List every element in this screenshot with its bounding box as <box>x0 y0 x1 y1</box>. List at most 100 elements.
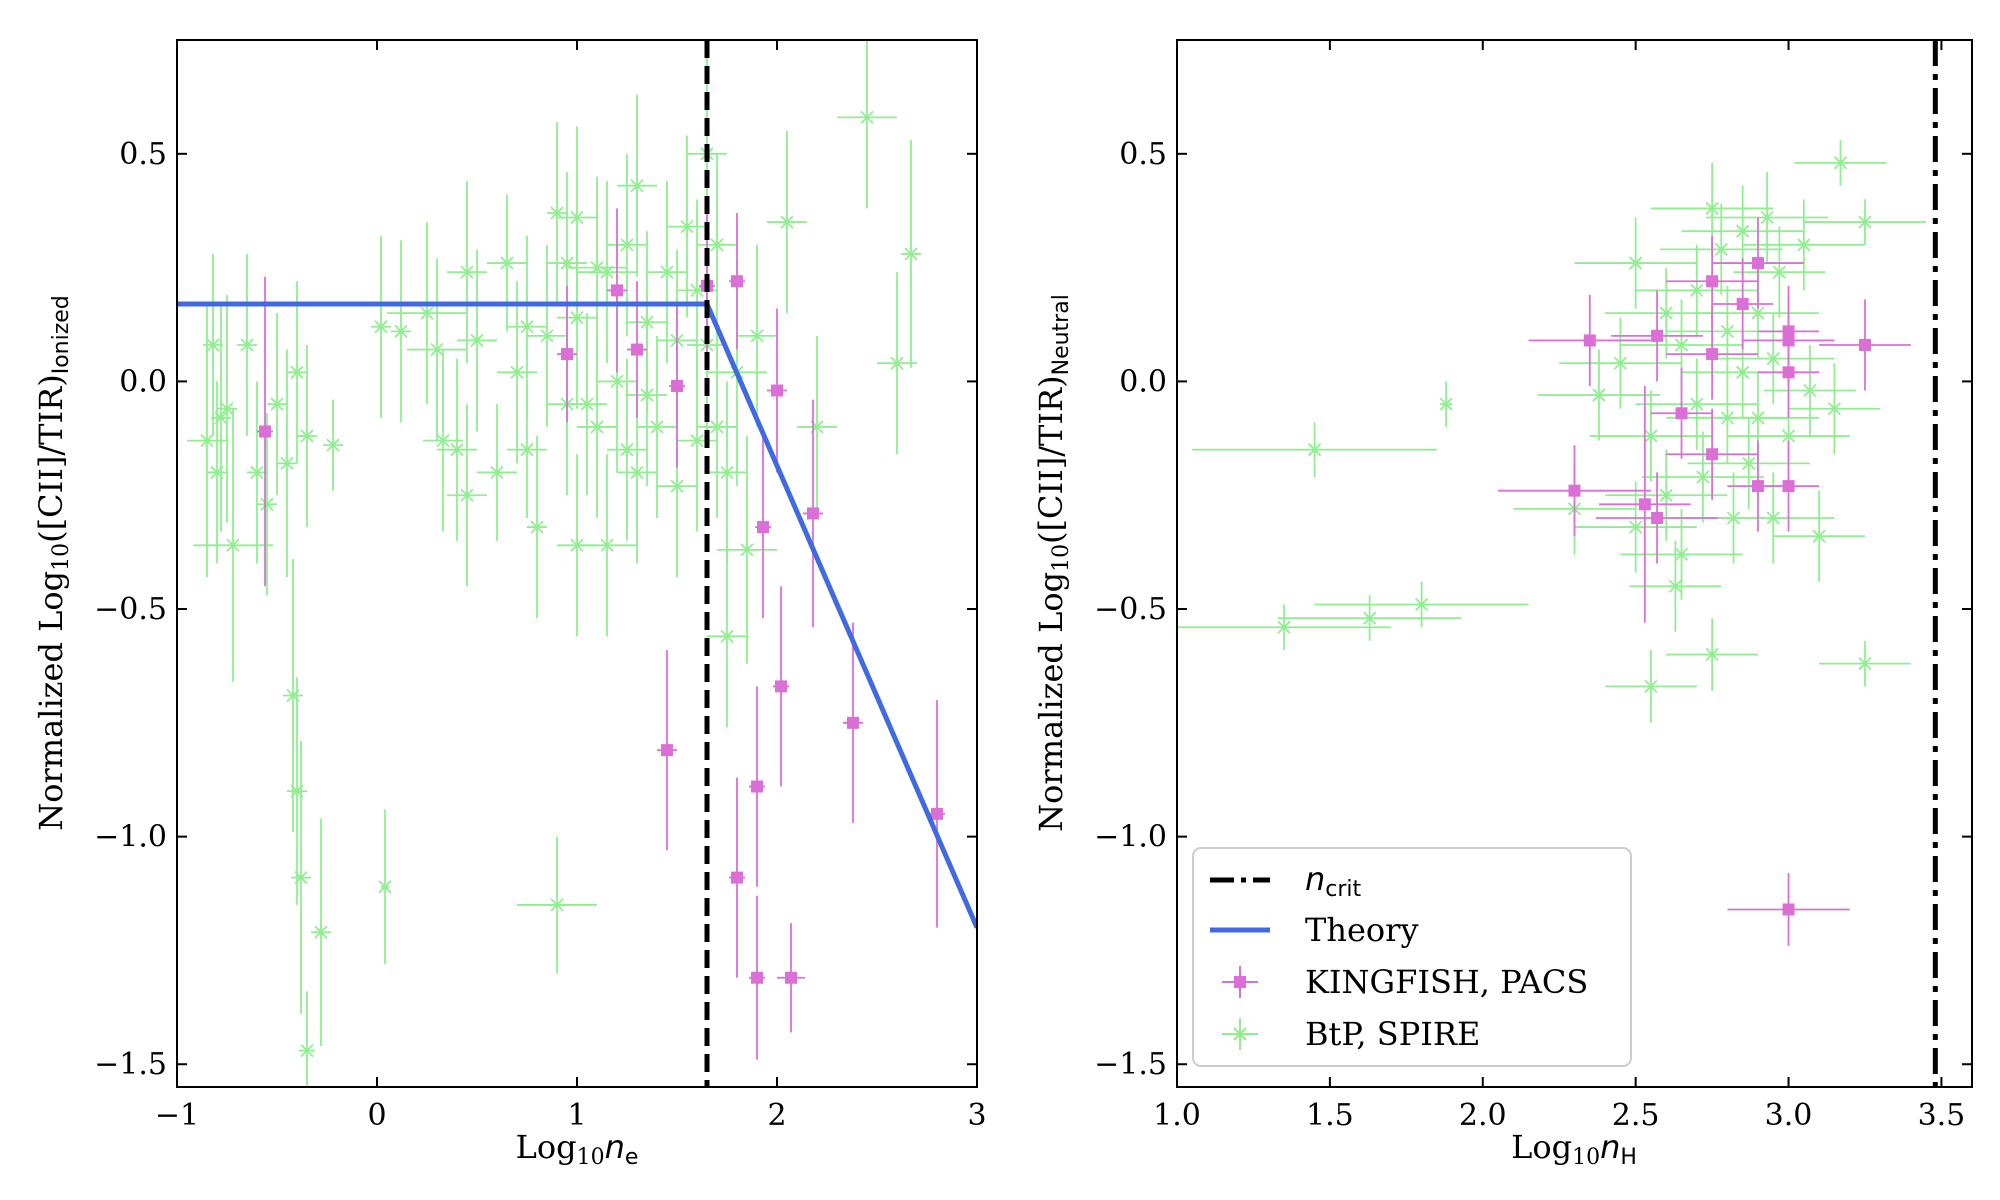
btp-point-44 <box>567 176 627 359</box>
btp-point-71 <box>767 131 807 314</box>
btp-point-16 <box>297 344 317 528</box>
xtick-label-0: 1.0 <box>1153 1098 1201 1133</box>
xtick-label-5: 3.5 <box>1918 1098 1966 1133</box>
btp-point-37 <box>1764 344 1856 437</box>
ytick-label-4: −1.5 <box>1094 1047 1167 1082</box>
btp-point-17 <box>1635 244 1758 336</box>
kingfish-point-11 <box>755 436 771 619</box>
kingfish-point-13 <box>773 586 789 787</box>
btp-point-70 <box>737 244 777 427</box>
kingfish-point-14 <box>1757 326 1820 418</box>
btp-point-17 <box>311 818 331 1047</box>
btp-point-69 <box>717 436 777 664</box>
legend-box <box>1192 847 1632 1067</box>
xtick-label-2: 1 <box>567 1098 586 1133</box>
btp-point-37 <box>517 836 597 974</box>
xtick-label-3: 2 <box>767 1098 786 1133</box>
btp-point-16 <box>1620 508 1743 600</box>
btp-point-47 <box>577 454 637 637</box>
kingfish-point-15 <box>1757 440 1820 532</box>
ytick-label-1: 0.0 <box>1119 364 1167 399</box>
btp-point-43 <box>567 313 607 496</box>
btp-point-20 <box>378 809 392 965</box>
btp-point-18 <box>323 399 343 491</box>
btp-point-33 <box>507 381 547 518</box>
kingfish-point-16 <box>1727 873 1850 946</box>
ytick-label-0: 0.5 <box>1119 137 1167 172</box>
btp-point-18 <box>1635 358 1758 450</box>
btp-point-28 <box>1687 417 1810 509</box>
kingfish-point-4 <box>1595 472 1719 564</box>
btp-point-4 <box>217 294 237 523</box>
kingfish-point-2 <box>1598 385 1691 623</box>
kingfish-point-7 <box>729 212 745 350</box>
btp-point-29 <box>477 404 517 541</box>
ytick-label-4: −1.5 <box>94 1047 167 1082</box>
btp-point-21 <box>1666 618 1758 691</box>
right-ticks: 1.0 1.5 2.0 2.5 3.0 3.5 0.5 0.0 −0.5 −1.0 −1.5 <box>1094 40 1972 1133</box>
btp-point-49 <box>607 358 647 541</box>
btp-point-1 <box>203 253 223 437</box>
kingfish-point-14 <box>777 923 805 1033</box>
legend-theory-label: Theory <box>1305 911 1419 949</box>
xtick-label-1: 0 <box>367 1098 386 1133</box>
btp-point-45 <box>577 335 617 518</box>
xtick-label-4: 3 <box>967 1098 986 1133</box>
btp-point-55 <box>637 335 677 518</box>
btp-point-6 <box>237 253 257 437</box>
legend-btp-swatch <box>1222 1018 1258 1050</box>
btp-point-13 <box>1605 449 1728 541</box>
xtick-label-4: 3.0 <box>1765 1098 1813 1133</box>
btp-point-34 <box>527 436 547 619</box>
right-plot-area <box>1177 40 1938 1087</box>
legend-kingfish-swatch <box>1222 966 1258 998</box>
kingfish-point-0 <box>1498 445 1651 537</box>
btp-point-31 <box>1705 172 1829 264</box>
left-plot-area <box>177 40 977 1087</box>
btp-point-7 <box>1559 317 1682 409</box>
btp-point-9 <box>1574 481 1697 573</box>
btp-point-56 <box>647 181 687 364</box>
btp-point-36 <box>547 121 567 305</box>
btp-point-54 <box>627 304 667 487</box>
btp-point-51 <box>617 94 657 277</box>
btp-point-10 <box>1589 390 1713 482</box>
kingfish-point-17 <box>929 700 945 928</box>
legend: ncrit Theory KINGFISH, PACS BtP, SPIRE <box>1192 847 1632 1067</box>
btp-point-65 <box>697 153 737 336</box>
btp-point-75 <box>901 140 921 368</box>
left-panel: −1 0 1 2 3 0.5 0.0 −0.5 −1.0 −1.5 Log10ne Normali… <box>32 39 987 1170</box>
btp-point-31 <box>497 281 537 464</box>
kingfish-point-1 <box>557 285 577 423</box>
btp-point-26 <box>447 181 487 364</box>
legend-kingfish-label: KINGFISH, PACS <box>1305 963 1588 1001</box>
right-axes-frame <box>1176 39 1973 1088</box>
kingfish-point-15 <box>803 399 823 628</box>
ytick-label-3: −1.0 <box>1094 820 1167 855</box>
kingfish-point-5 <box>1650 367 1713 459</box>
kingfish-point-12 <box>767 308 787 473</box>
btp-point-28 <box>457 249 497 432</box>
btp-point-72 <box>797 335 837 518</box>
btp-point-33 <box>1712 472 1835 564</box>
ytick-label-1: 0.0 <box>119 364 167 399</box>
xtick-label-1: 1.5 <box>1306 1098 1354 1133</box>
kingfish-point-0 <box>257 276 273 587</box>
btp-point-23 <box>407 258 467 441</box>
right-ylabel: Normalized Log10([CII]/TIR)Neutral <box>1032 294 1074 832</box>
btp-point-25 <box>437 358 477 541</box>
kingfish-point-8 <box>1666 408 1758 500</box>
btp-point-19 <box>371 235 391 418</box>
btp-point-39 <box>1788 363 1881 455</box>
btp-point-30 <box>487 194 527 332</box>
btp-point-64 <box>697 335 737 518</box>
btp-point-3 <box>211 304 231 532</box>
btp-point-10 <box>277 349 297 578</box>
btp-point-42 <box>1819 640 1911 687</box>
kingfish-point-16 <box>843 622 863 823</box>
kingfish-point-10 <box>1712 217 1804 309</box>
btp-point-12 <box>287 677 307 905</box>
kingfish-point-8 <box>729 777 745 978</box>
btp-point-46 <box>577 181 637 364</box>
btp-point-22 <box>1660 203 1783 295</box>
